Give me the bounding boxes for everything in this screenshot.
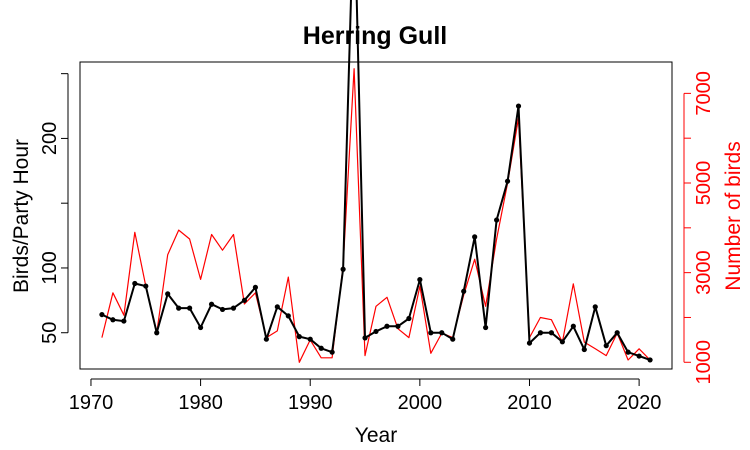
data-point	[592, 304, 598, 310]
data-point	[559, 339, 565, 345]
data-point	[406, 315, 412, 322]
data-point	[647, 357, 653, 363]
y-axis-label: Birds/Party Hour	[10, 139, 33, 293]
data-point	[526, 340, 533, 346]
data-point	[636, 353, 642, 359]
y-tick-label: 50	[39, 322, 61, 344]
data-point	[230, 305, 237, 311]
data-point	[439, 330, 445, 336]
data-point	[417, 277, 423, 283]
data-point	[307, 336, 313, 342]
data-point	[99, 311, 105, 318]
data-point	[285, 313, 291, 319]
data-point	[274, 304, 280, 310]
data-point	[362, 335, 368, 341]
x-tick-label: 1990	[288, 392, 333, 414]
data-point	[483, 324, 489, 331]
data-point	[548, 330, 555, 336]
x-tick-label: 1980	[178, 392, 223, 414]
data-point	[197, 324, 204, 331]
x-tick-label: 2020	[617, 392, 662, 414]
series-layer	[99, 0, 653, 363]
y-right-tick-label: 7000	[693, 71, 715, 116]
data-point	[154, 330, 160, 336]
data-point	[340, 266, 346, 272]
data-point	[504, 178, 511, 184]
x-tick-label: 1970	[69, 392, 114, 414]
data-point	[165, 291, 171, 297]
series-line	[101, 68, 651, 363]
data-point	[121, 318, 127, 324]
data-point	[219, 306, 226, 313]
data-point	[318, 345, 324, 351]
data-point	[570, 323, 576, 329]
data-point	[472, 234, 478, 240]
x-tick-label: 2010	[507, 392, 552, 414]
data-point	[132, 280, 138, 287]
data-point	[263, 336, 269, 342]
plot-frame	[79, 61, 673, 370]
data-point	[537, 330, 544, 336]
data-point	[384, 323, 390, 329]
data-point	[187, 305, 193, 311]
data-point	[493, 217, 500, 223]
x-tick-label: 2000	[398, 392, 443, 414]
data-point	[581, 346, 587, 353]
y-tick-label: 200	[39, 122, 61, 155]
data-point	[252, 284, 259, 290]
data-point	[176, 305, 182, 311]
data-point	[461, 288, 467, 294]
series-number-of-birds	[101, 68, 651, 363]
data-point	[329, 349, 335, 355]
data-point	[603, 343, 609, 349]
y-right-tick-label: 5000	[693, 161, 715, 206]
y-right-tick-label: 1000	[693, 340, 715, 385]
data-point	[241, 297, 248, 303]
data-point	[143, 283, 149, 289]
y-axis-right-label: Number of birds	[722, 141, 745, 290]
y-right-tick-label: 3000	[693, 250, 715, 295]
data-point	[110, 317, 116, 323]
data-point	[515, 103, 522, 109]
data-point	[625, 349, 631, 355]
series-birds-per-party-hour	[99, 0, 653, 363]
y-tick-label: 100	[39, 251, 61, 284]
data-point	[296, 334, 302, 340]
axes: 1970 1980 1990 2000 2010 2020 50 100 200 1000 3000…	[39, 71, 715, 414]
data-point	[395, 323, 401, 329]
data-point	[614, 330, 620, 336]
data-point	[208, 301, 215, 307]
data-point	[428, 330, 434, 336]
data-point	[373, 328, 379, 335]
data-point	[450, 336, 456, 342]
chart-title: Herring Gull	[303, 22, 447, 50]
x-axis-label: Year	[355, 424, 397, 447]
